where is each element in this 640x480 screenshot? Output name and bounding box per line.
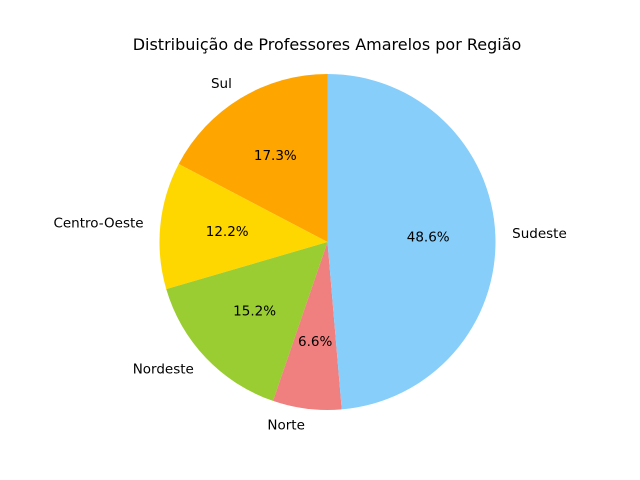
slice-label-sul: Sul: [211, 76, 232, 92]
slice-label-centro-oeste: Centro-Oeste: [53, 216, 143, 232]
slice-label-nordeste: Nordeste: [133, 362, 194, 378]
slice-percent-centro-oeste: 12.2%: [206, 224, 249, 240]
pie-slice-sul: [178, 74, 328, 242]
chart-title: Distribuição de Professores Amarelos por…: [133, 35, 522, 54]
slice-percent-sudeste: 48.6%: [407, 230, 450, 246]
pie-labels: Sul 17.3% Centro-Oeste 12.2% Nordeste 15.2% No…: [53, 76, 566, 434]
pie-slice-norte: [273, 242, 342, 410]
slice-percent-nordeste: 15.2%: [233, 304, 276, 320]
pie-slices: [159, 74, 496, 410]
slice-label-sudeste: Sudeste: [512, 226, 567, 242]
pie-slice-sudeste: [327, 74, 496, 410]
slice-percent-norte: 6.6%: [298, 334, 332, 350]
slice-percent-sul: 17.3%: [254, 148, 297, 164]
pie-slice-centro-oeste: [159, 164, 328, 290]
pie-slice-nordeste: [166, 242, 328, 401]
slice-label-norte: Norte: [267, 417, 305, 433]
